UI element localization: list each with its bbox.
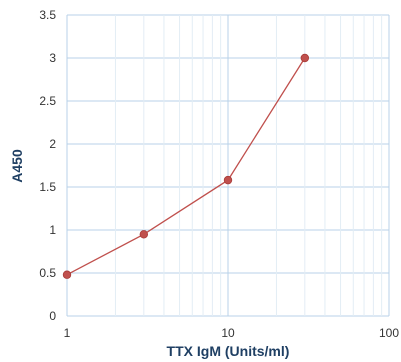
data-point [62,270,72,279]
series-line [66,57,306,276]
y-tick-label: 0 [49,309,56,323]
y-tick-label: 3.5 [39,8,56,22]
x-tick-label: 100 [379,326,399,340]
data-point [139,230,149,239]
y-tick-label: 0.5 [39,266,56,280]
y-tick-label: 1 [49,223,56,237]
x-axis-title: TTX IgM (Units/ml) [167,343,290,359]
y-axis-title: A450 [9,149,25,183]
y-tick-label: 1.5 [39,180,56,194]
x-axis-ticks: 1 10 100 [64,326,400,340]
y-tick-label: 3 [49,51,56,65]
x-tick-label: 1 [64,326,71,340]
grid [66,14,390,317]
y-axis-ticks: 0 0.5 1 1.5 2 2.5 3 3.5 [39,8,56,323]
data-point [223,175,233,185]
series-layer [62,53,310,279]
y-tick-label: 2 [49,137,56,151]
y-tick-label: 2.5 [39,94,56,108]
x-tick-label: 10 [221,326,235,340]
data-point [300,53,310,63]
